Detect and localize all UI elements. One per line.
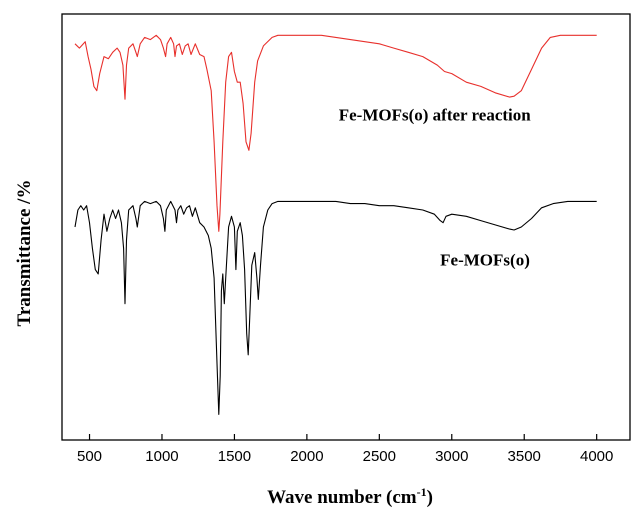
series-label-1: Fe-MOFs(o) bbox=[440, 250, 530, 269]
x-tick-label-2000: 2000 bbox=[290, 448, 323, 465]
x-axis-title-main: Wave number (cm bbox=[267, 487, 417, 508]
y-axis-title: Transmittance /% bbox=[14, 180, 35, 327]
x-tick-label-2500: 2500 bbox=[363, 448, 396, 465]
annotation-layer: Fe-MOFs(o) after reaction Fe-MOFs(o) bbox=[339, 106, 532, 270]
series-line-1 bbox=[74, 200, 597, 415]
series-layer bbox=[74, 34, 597, 415]
x-tick-label-3500: 3500 bbox=[508, 448, 541, 465]
x-tick-label-500: 500 bbox=[77, 448, 102, 465]
series-label-0: Fe-MOFs(o) after reaction bbox=[339, 106, 532, 125]
x-tick-label-3000: 3000 bbox=[435, 448, 468, 465]
x-tick-label-1500: 1500 bbox=[218, 448, 251, 465]
x-tick-label-1000: 1000 bbox=[145, 448, 178, 465]
x-axis-title-sup: -1 bbox=[417, 485, 427, 499]
series-line-0 bbox=[74, 34, 597, 232]
x-axis-ticks: 500 1000 1500 2000 2500 3000 3500 4000 bbox=[77, 434, 613, 465]
x-tick-label-4000: 4000 bbox=[580, 448, 613, 465]
x-axis-title: Wave number (cm-1) bbox=[267, 485, 433, 508]
plot-frame bbox=[61, 13, 631, 441]
x-axis-title-close: ) bbox=[427, 487, 433, 508]
